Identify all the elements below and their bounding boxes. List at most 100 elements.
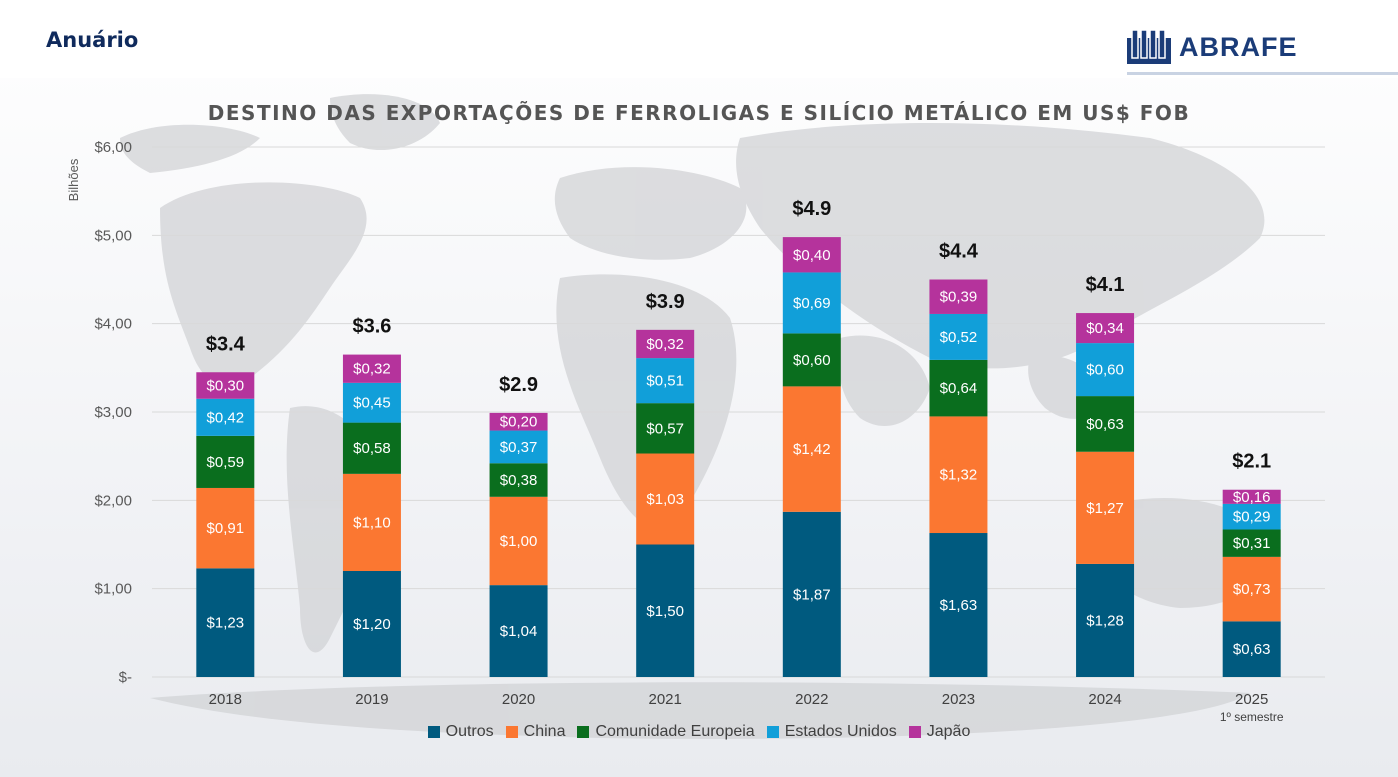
bar-segment: [929, 279, 988, 314]
gridlines: [152, 146, 1325, 678]
y-axis-label: Bilhões: [66, 158, 81, 201]
x-tick-label: 2024: [1088, 691, 1121, 708]
data-label: $0,51: [646, 373, 684, 390]
abrafe-logo-icon: [1127, 30, 1171, 64]
total-label: $4.9: [792, 198, 831, 220]
bar-segment: [636, 358, 695, 404]
data-label: $1,63: [940, 597, 978, 614]
bar-segment: [489, 412, 548, 431]
y-tick-label: $6,00: [94, 139, 132, 156]
bar-segment: [1076, 313, 1135, 344]
data-label: $0,32: [353, 361, 391, 378]
bar-segment: [636, 403, 695, 454]
bar-segment: [196, 435, 255, 488]
data-label: $0,37: [500, 439, 538, 456]
legend-item: Comunidade Europeia: [577, 723, 755, 741]
bar-segment: [1222, 556, 1281, 622]
data-label: $0,63: [1086, 416, 1124, 433]
data-label: $0,57: [646, 420, 684, 437]
bar-segment: [1222, 503, 1281, 530]
bar-segment: [489, 463, 548, 497]
bar-segment: [929, 416, 988, 534]
x-tick-labels: 2018 2019 2020 2021 2022 2023 2024 2025 1º semes…: [209, 691, 1284, 724]
bar-segment: [636, 453, 695, 545]
total-label: $2.9: [499, 374, 538, 396]
data-label: $0,69: [793, 295, 831, 312]
legend-swatch: [908, 726, 921, 738]
legend-label: Japão: [926, 723, 971, 740]
data-label: $0,60: [1086, 362, 1124, 379]
y-tick-label: $3,00: [94, 404, 132, 421]
y-tick-label: $4,00: [94, 316, 132, 333]
bar-segment: [1076, 451, 1135, 564]
bar-segment: [929, 359, 988, 417]
x-tick-label: 2021: [649, 691, 682, 708]
data-label: $1,50: [646, 603, 684, 620]
data-label: $0,40: [793, 247, 831, 264]
bar-segment: [782, 333, 841, 387]
y-tick-labels: $- $1,00 $2,00 $3,00 $4,00 $5,00 $6,00: [94, 139, 132, 686]
data-label: $0,58: [353, 440, 391, 457]
bar-segment: [1076, 343, 1135, 397]
legend: Outros China Comunidade Europeia Estados Un…: [0, 723, 1398, 741]
data-label: $1,10: [353, 514, 391, 531]
legend-label: China: [523, 723, 566, 740]
bars: $1,23 $0,91 $0,59 $0,42 $0,30 $1,20 $1,10 $0,58…: [196, 237, 1281, 677]
legend-item: Japão: [908, 723, 971, 741]
data-label: $1,04: [500, 623, 538, 640]
bar-segment: [196, 398, 255, 436]
bar-segment: [1076, 563, 1135, 677]
page-label: Anuário: [46, 28, 139, 52]
x-tick-label: 2023: [942, 691, 975, 708]
y-tick-label: $5,00: [94, 227, 132, 244]
total-label: $3.6: [352, 316, 391, 338]
legend-swatch: [505, 726, 518, 738]
data-label: $0,60: [793, 352, 831, 369]
legend-swatch: [577, 726, 590, 738]
legend-swatch: [766, 726, 779, 738]
x-tick-label: 2022: [795, 691, 828, 708]
bar-segment: [196, 372, 255, 399]
y-tick-label: $2,00: [94, 492, 132, 509]
bar-segment: [782, 511, 841, 677]
data-label: $1,20: [353, 616, 391, 633]
data-label: $0,32: [646, 336, 684, 353]
data-label: $0,38: [500, 472, 538, 489]
bar-segment: [1222, 621, 1281, 677]
y-tick-label: $1,00: [94, 581, 132, 598]
legend-item: China: [505, 723, 566, 741]
data-label: $1,27: [1086, 500, 1124, 517]
total-label: $4.1: [1086, 274, 1125, 296]
chart-title: DESTINO DAS EXPORTAÇÕES DE FERROLIGAS E …: [207, 101, 1191, 125]
bar-segment: [342, 382, 401, 423]
logo-underline: [1127, 72, 1398, 75]
x-tick-label: 2019: [355, 691, 388, 708]
data-label: $0,59: [207, 454, 245, 471]
bar-segment: [489, 496, 548, 586]
data-label: $0,91: [207, 520, 245, 537]
y-tick-label: $-: [119, 669, 132, 686]
total-label: $3.4: [206, 333, 246, 355]
data-label: $1,42: [793, 441, 831, 458]
data-label: $0,42: [207, 409, 245, 426]
bar-segment: [929, 533, 988, 677]
bar-segment: [1222, 529, 1281, 557]
bar-segment: [342, 422, 401, 474]
x-tick-label: 2025: [1235, 691, 1268, 708]
bar-segment: [489, 585, 548, 677]
legend-item: Estados Unidos: [766, 723, 897, 741]
x-tick-label: 2020: [502, 691, 535, 708]
bar-segment: [1076, 396, 1135, 452]
legend-label: Comunidade Europeia: [595, 723, 755, 740]
data-label: $1,00: [500, 533, 538, 550]
total-label: $4.4: [939, 241, 979, 263]
legend-swatch: [427, 726, 440, 738]
data-label: $0,64: [940, 380, 978, 397]
total-label: $2.1: [1232, 451, 1271, 473]
total-label: $3.9: [646, 291, 685, 313]
total-labels: $3.4 $3.6 $2.9 $3.9 $4.9 $4.4 $4.1 $2.1: [206, 198, 1271, 473]
data-label: $0,52: [940, 329, 978, 346]
bar-segment: [342, 354, 401, 383]
x-tick-label: 2018: [209, 691, 242, 708]
